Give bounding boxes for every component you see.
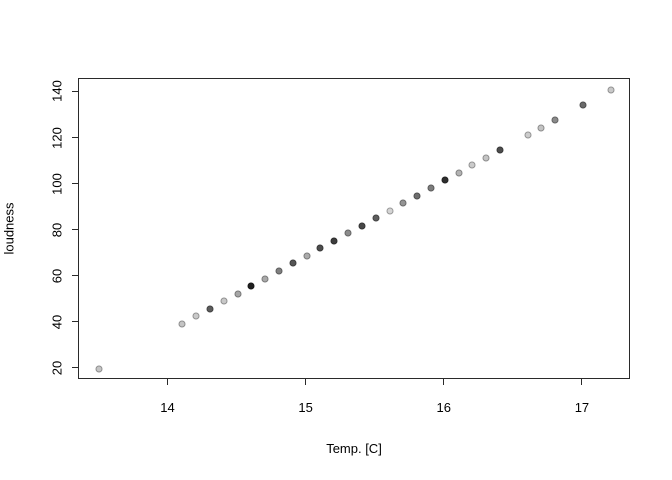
plot-area <box>78 78 630 379</box>
data-point <box>220 297 228 305</box>
y-axis-tick <box>72 183 78 185</box>
y-axis-tick <box>72 321 78 323</box>
y-axis-tick-label: 140 <box>49 80 65 103</box>
data-point <box>95 365 103 373</box>
x-axis-tick <box>581 379 583 385</box>
x-axis-tick-label: 17 <box>574 400 590 415</box>
data-point <box>261 275 269 283</box>
data-point <box>579 101 587 109</box>
data-point <box>441 176 449 184</box>
data-point <box>399 199 407 207</box>
data-point <box>192 312 200 320</box>
data-point <box>496 146 504 154</box>
y-axis-tick-label: 60 <box>49 268 65 283</box>
x-axis-tick-label: 16 <box>436 400 452 415</box>
data-point <box>344 229 352 237</box>
y-axis-label: loudness <box>1 202 17 255</box>
x-axis-tick <box>167 379 168 385</box>
x-axis-tick <box>305 379 307 385</box>
y-axis-tick <box>72 275 78 277</box>
y-axis-tick-label: 120 <box>49 126 65 149</box>
data-point <box>551 116 559 124</box>
data-point <box>468 161 476 169</box>
y-axis-tick <box>72 90 78 92</box>
y-axis-tick-label: 20 <box>49 360 65 376</box>
y-axis-tick-label: 40 <box>49 314 65 330</box>
data-point <box>427 184 435 192</box>
data-point <box>413 192 421 200</box>
data-point <box>386 207 394 215</box>
data-point <box>330 237 338 245</box>
data-point <box>524 131 532 139</box>
data-point <box>316 244 324 252</box>
data-point <box>358 222 366 230</box>
data-point <box>206 305 214 312</box>
data-point <box>607 86 615 94</box>
data-point <box>289 259 297 267</box>
data-point <box>247 282 255 290</box>
x-axis-label: Temp. [C] <box>326 441 382 456</box>
x-axis-tick-label: 15 <box>298 400 313 415</box>
y-axis-tick-label: 80 <box>49 222 65 237</box>
data-point <box>234 290 242 298</box>
data-point <box>275 267 283 275</box>
data-point <box>482 154 490 162</box>
y-axis-tick <box>72 367 78 369</box>
data-point <box>178 320 186 328</box>
y-axis-tick <box>72 229 78 231</box>
data-point <box>303 252 311 260</box>
data-point <box>455 169 463 177</box>
x-axis-tick <box>443 379 445 385</box>
y-axis-tick-label: 100 <box>49 172 65 195</box>
data-point <box>537 124 545 132</box>
data-point <box>372 214 380 222</box>
x-axis-tick-label: 14 <box>160 400 175 415</box>
y-axis-tick <box>72 137 78 139</box>
